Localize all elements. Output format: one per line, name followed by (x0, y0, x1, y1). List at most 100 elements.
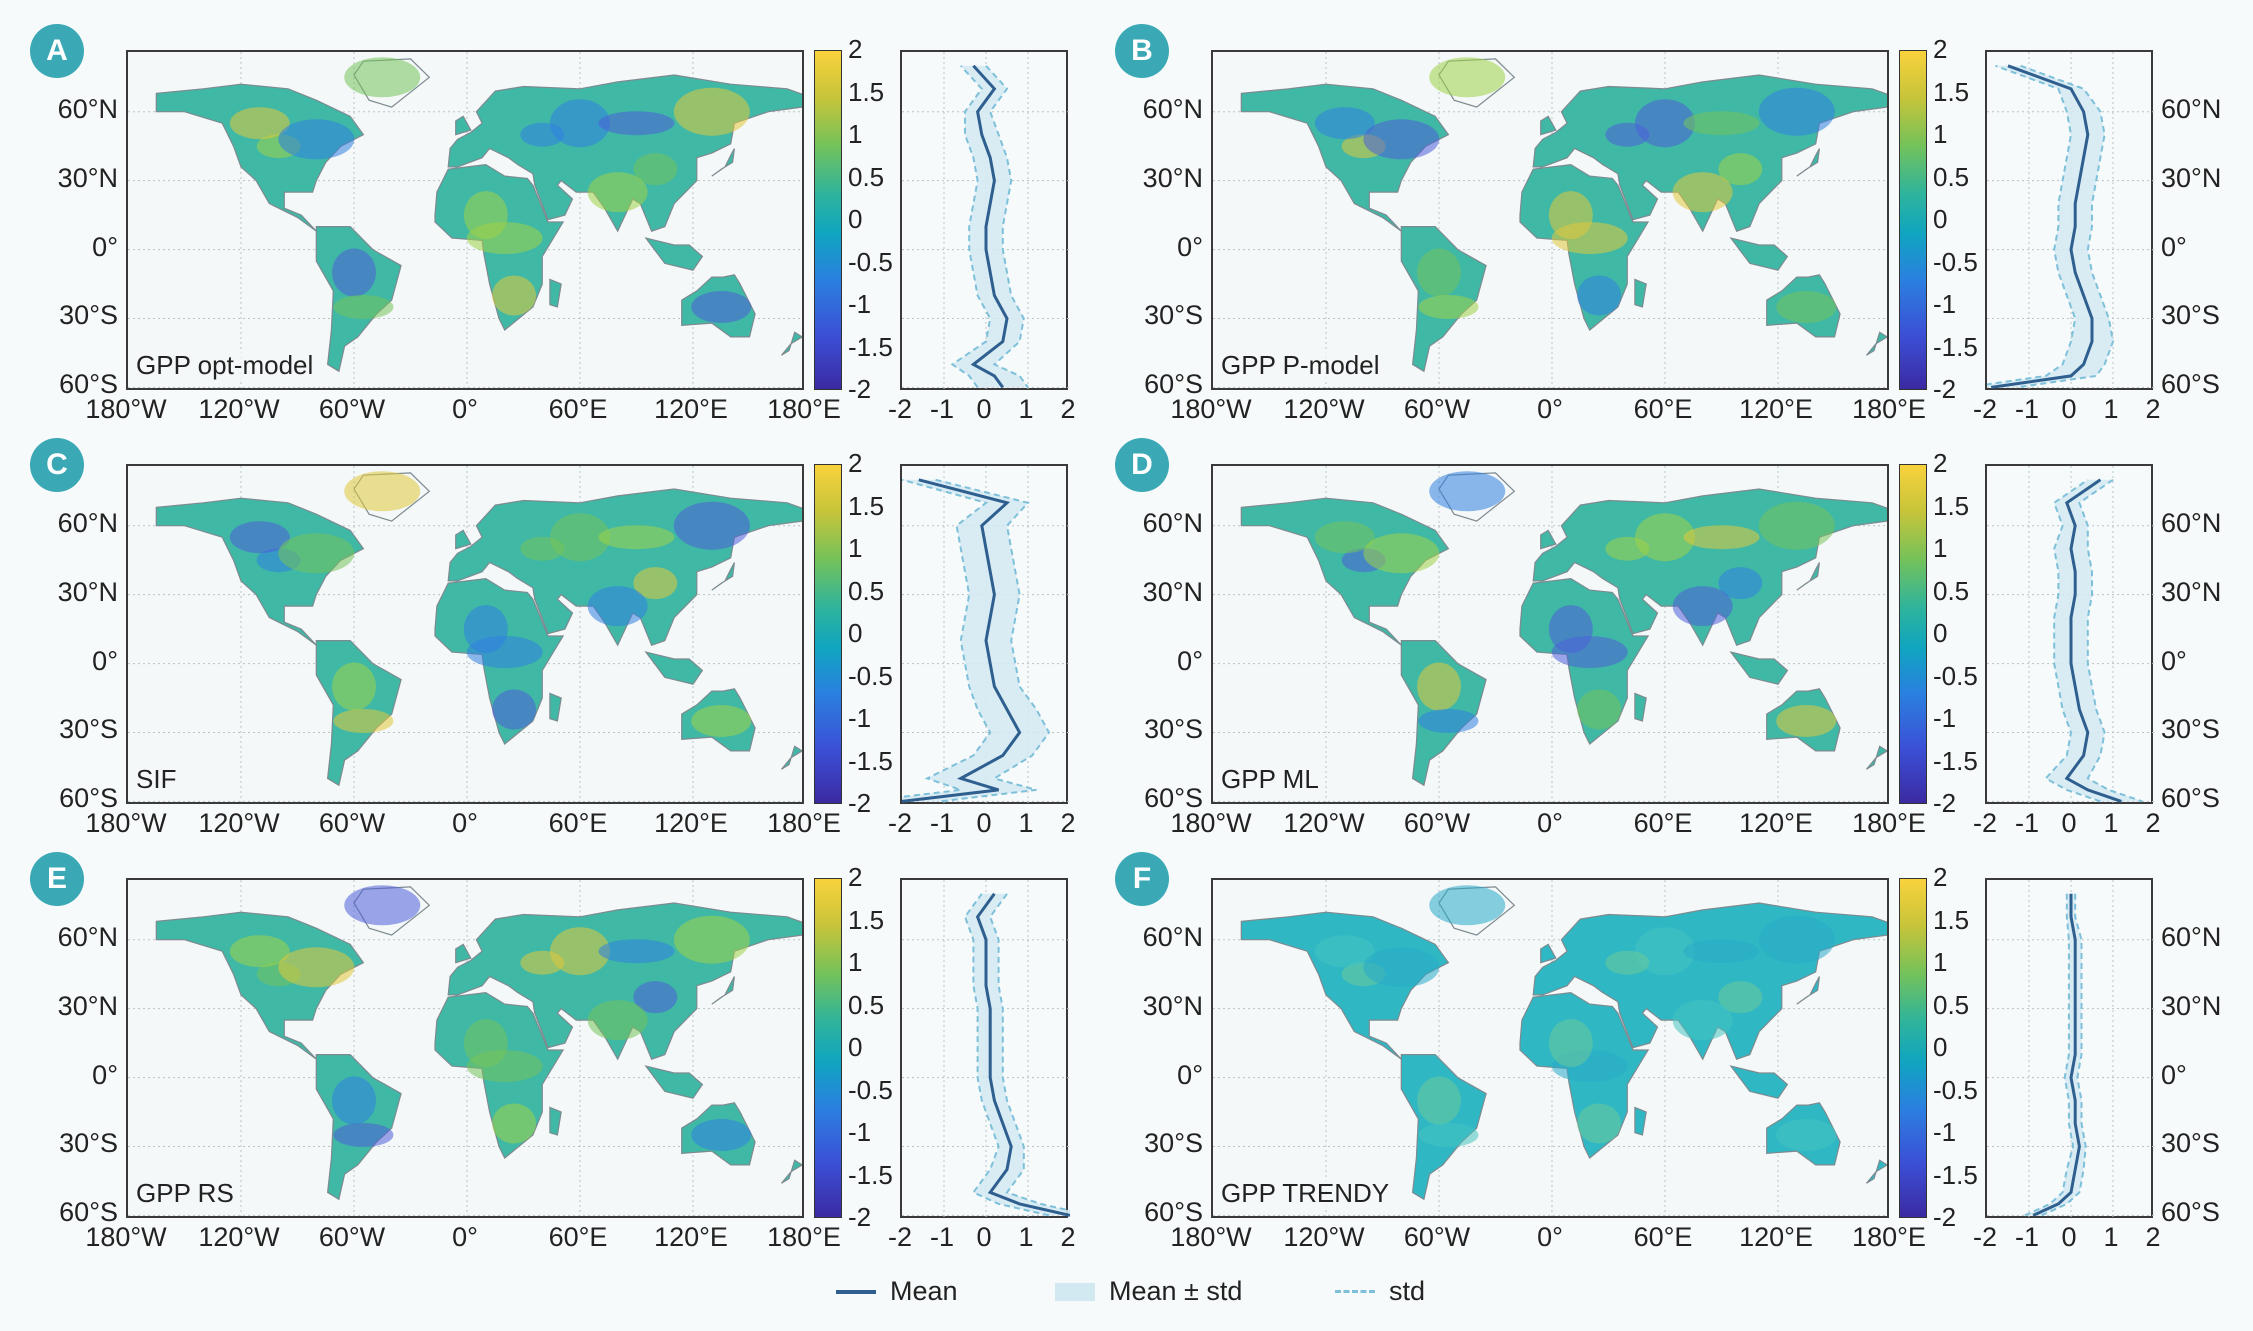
continent-north-america (1240, 83, 1450, 232)
colorbar-tick: -2 (848, 374, 872, 404)
legend-std-label: std (1389, 1276, 1426, 1306)
map-x-tick: 0° (1537, 1222, 1563, 1252)
panel-dataset-label: GPP TRENDY (1217, 1178, 1394, 1209)
profile-x-tick: 0 (2061, 1222, 2077, 1252)
profile-plot (1985, 464, 2155, 806)
profile-x-tick: 2 (2145, 1222, 2161, 1252)
continent-north-america (155, 497, 365, 646)
profile-y-tick: 60°N (2161, 93, 2222, 124)
profile-x-tick: 1 (1018, 394, 1034, 424)
map-plot (126, 464, 804, 804)
map-svg (1213, 880, 1887, 1216)
continent-japan (711, 976, 735, 1005)
panel-dataset-label: SIF (132, 764, 181, 795)
map-svg (128, 52, 802, 388)
profile-svg (1987, 52, 2155, 392)
colorbar-tick: 0.5 (1933, 989, 1970, 1020)
profile-x-tick: 0 (976, 808, 992, 838)
map-y-tick: 60°N (1142, 93, 1203, 124)
profile-std-upper (2016, 64, 2115, 389)
colorbar-tick: -0.5 (1933, 246, 1978, 277)
profile-y-tick: 60°N (2161, 921, 2222, 952)
colorbar-tick: 1 (848, 119, 863, 149)
map-y-tick: 60°S (1144, 1197, 1203, 1228)
colorbar-tick: 1 (1933, 119, 1948, 149)
colorbar-tick: 0.5 (1933, 575, 1970, 606)
panel-letter-badge: C (30, 438, 84, 492)
colorbar-tick: -1 (1933, 1117, 1957, 1147)
map-svg (128, 880, 802, 1216)
map-x-tick: 120°W (198, 1222, 280, 1252)
colorbar-tick: 0 (1933, 204, 1948, 234)
profile-std-lower (1987, 64, 2077, 386)
map-y-tick: 60°S (59, 783, 118, 814)
colorbar-tick: 1 (848, 533, 863, 563)
profile-x-tick: 2 (1060, 808, 1076, 838)
continent-uk (455, 529, 472, 550)
map-x-tick: 0° (452, 808, 478, 838)
continent-madagascar (549, 1106, 562, 1136)
profile-y-tick: 60°S (2161, 369, 2220, 400)
profile-y-tick: 30°S (2161, 300, 2220, 331)
colorbar-tick: 1 (848, 947, 863, 977)
continent-japan (711, 148, 735, 177)
legend: Mean Mean ± std std (0, 1276, 2253, 1316)
map-y-tick: 30°S (59, 1128, 118, 1159)
colorbar (1899, 464, 1927, 804)
profile-plot (1985, 50, 2155, 392)
profile-std-upper (935, 478, 1051, 803)
profile-y-tick: 60°N (2161, 507, 2222, 538)
colorbar-tick: -0.5 (848, 660, 893, 691)
profile-std-band (952, 65, 1028, 388)
profile-mean-line (970, 64, 1009, 389)
continent-indonesia (644, 1065, 704, 1099)
colorbar-tick: -1.5 (1933, 745, 1978, 776)
colorbar-tick: 2 (848, 448, 863, 478)
map-x-tick: 0° (452, 394, 478, 424)
profile-x-tick: -1 (2014, 808, 2040, 838)
profile-x-tick: 0 (976, 1222, 992, 1252)
profile-x-tick: 0 (976, 394, 992, 424)
colorbar-tick: 0.5 (848, 989, 885, 1020)
colorbar-tick: 1.5 (848, 490, 885, 521)
map-x-tick: 60°E (548, 1222, 608, 1252)
profile-y-tick: 0° (2161, 645, 2187, 676)
profile-plot (1985, 878, 2155, 1220)
colorbar-tick: -1.5 (1933, 331, 1978, 362)
colorbar-tick: -1 (848, 1117, 872, 1147)
map-y-tick: 60°N (1142, 507, 1203, 538)
profile-x-tick: -1 (929, 1222, 955, 1252)
profile-x-tick: 1 (2103, 394, 2119, 424)
colorbar-tick: 1.5 (848, 904, 885, 935)
profile-y-tick: 30°N (2161, 576, 2222, 607)
map-x-tick: 120°E (1739, 1222, 1813, 1252)
continent-madagascar (549, 692, 562, 722)
colorbar-tick: 1.5 (1933, 904, 1970, 935)
map-y-tick: 30°N (57, 990, 118, 1021)
map-x-tick: 60°W (318, 808, 386, 838)
legend-std-swatch (1335, 1290, 1375, 1293)
map-x-tick: 0° (1537, 394, 1563, 424)
profile-plot (900, 878, 1070, 1220)
profile-y-tick: 30°S (2161, 714, 2220, 745)
legend-mean-label: Mean (890, 1276, 958, 1306)
map-x-tick: 120°W (1283, 394, 1365, 424)
continent-madagascar (549, 278, 562, 308)
colorbar-tick: -1.5 (848, 745, 893, 776)
map-x-tick: 180°W (1170, 394, 1252, 424)
colorbar (814, 878, 842, 1218)
profile-x-tick: -2 (887, 808, 913, 838)
colorbar-tick: 0.5 (848, 575, 885, 606)
colorbar-tick: -0.5 (848, 1074, 893, 1105)
profile-mean-line (2064, 478, 2122, 803)
map-y-tick: 30°S (1144, 1128, 1203, 1159)
continent-nz (1866, 331, 1887, 356)
profile-x-tick: 0 (2061, 808, 2077, 838)
map-plot (1211, 464, 1889, 804)
continent-north-america (1240, 911, 1450, 1060)
map-y-tick: 60°N (57, 93, 118, 124)
continent-nz (1866, 745, 1887, 770)
profile-svg (1987, 466, 2155, 806)
profile-mean-line (902, 478, 1022, 803)
profile-std-lower (963, 893, 1050, 1217)
